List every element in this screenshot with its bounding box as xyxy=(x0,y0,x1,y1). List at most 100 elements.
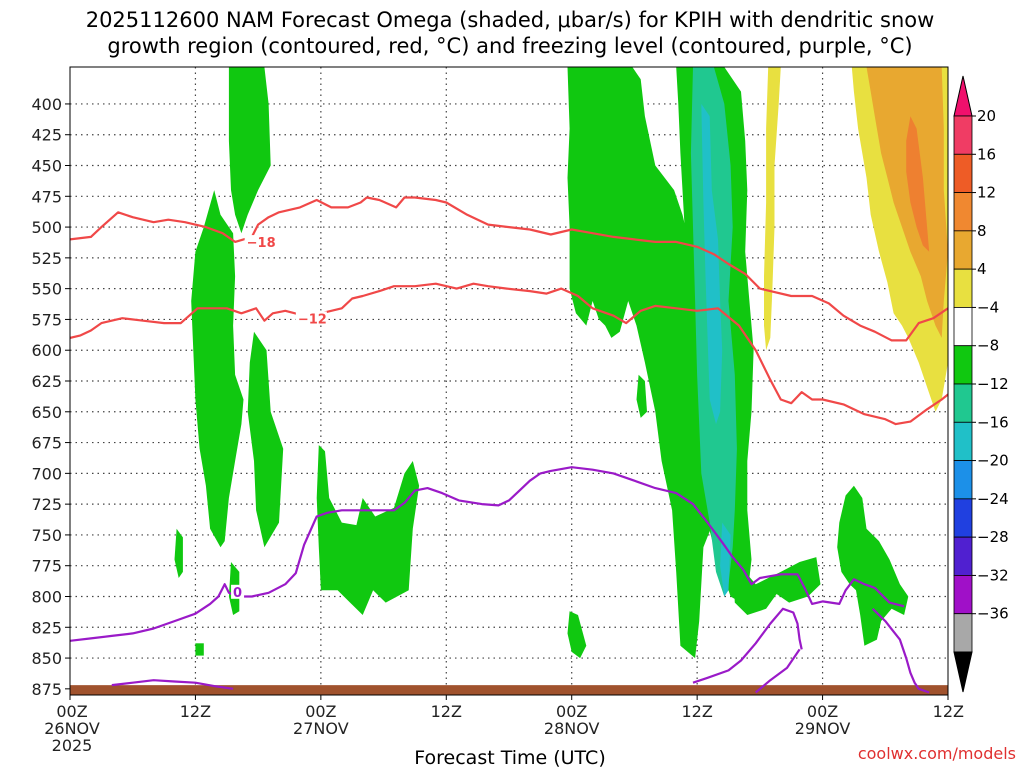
omega-region xyxy=(174,528,183,578)
omega-region xyxy=(906,116,930,252)
freezing-level-contour xyxy=(754,648,801,694)
x-tick-label: 29NOV xyxy=(795,719,851,738)
colorbar-label: 20 xyxy=(977,107,996,125)
contour-labels: −18 −12 0 xyxy=(231,235,327,601)
omega-region xyxy=(316,445,420,615)
colorbar-label: −24 xyxy=(977,490,1009,508)
colorbar-swatch xyxy=(953,268,973,308)
contour-label: −18 xyxy=(247,236,276,251)
y-tick-label: 600 xyxy=(31,341,62,360)
x-tick-label: 2025 xyxy=(52,736,93,755)
omega-region xyxy=(567,67,725,659)
terrain-layer xyxy=(70,685,948,695)
omega-region xyxy=(701,103,723,425)
colorbar-swatch xyxy=(953,345,973,385)
colorbar-bottom-arrow xyxy=(953,651,973,693)
colorbar-legend: 20 16 12 8 4 −4 −8 −12 −16 −20 −24 −28 −32 −36 xyxy=(953,75,1009,693)
colorbar-label: −20 xyxy=(977,452,1009,470)
y-axis-ticks: 400 425 450 475 500 525 550 575 600 625 650 675 700 7… xyxy=(31,95,70,699)
contour-label-bg xyxy=(295,311,327,326)
chart-title-line-1: 2025112600 NAM Forecast Omega (shaded, μ… xyxy=(86,8,935,32)
colorbar-label: −4 xyxy=(977,298,999,316)
colorbar-label: 12 xyxy=(977,184,996,202)
omega-region xyxy=(732,557,821,615)
dgz-contour xyxy=(70,196,948,342)
omega-region xyxy=(837,485,909,646)
omega-region xyxy=(636,374,647,418)
colorbar-label: −12 xyxy=(977,375,1009,393)
freezing-level-contour xyxy=(111,679,234,690)
omega-region xyxy=(866,67,948,338)
omega-region xyxy=(228,67,271,234)
colorbar-label: −28 xyxy=(977,528,1009,546)
colorbar-swatch xyxy=(953,153,973,193)
x-tick-label: 00Z xyxy=(556,702,587,721)
colorbar-swatch xyxy=(953,575,973,615)
omega-region xyxy=(720,522,731,597)
contour-label-bg xyxy=(231,584,245,599)
y-tick-label: 625 xyxy=(31,372,62,391)
colorbar-label: 8 xyxy=(977,222,987,240)
freezing-level-contour xyxy=(70,466,905,642)
freezing-level-contour xyxy=(692,607,803,684)
x-tick-label: 12Z xyxy=(933,702,964,721)
omega-shading xyxy=(174,67,948,659)
freezing-level-contour xyxy=(871,608,930,694)
colorbar-label: −16 xyxy=(977,413,1009,431)
y-tick-label: 850 xyxy=(31,649,62,668)
credit-link[interactable]: coolwx.com/models xyxy=(858,744,1016,763)
x-axis-label: Forecast Time (UTC) xyxy=(414,747,605,768)
y-tick-label: 475 xyxy=(31,187,62,206)
colorbar-label: −32 xyxy=(977,566,1009,584)
colorbar-label: 16 xyxy=(977,145,996,163)
contour-label: −12 xyxy=(298,312,327,327)
omega-region xyxy=(567,611,587,659)
x-tick-label: 12Z xyxy=(681,702,712,721)
y-tick-label: 750 xyxy=(31,526,62,545)
contour-label: 0 xyxy=(233,586,242,601)
omega-region xyxy=(195,643,204,656)
omega-region xyxy=(247,331,284,548)
colorbar-swatch xyxy=(953,498,973,538)
x-tick-label: 26NOV xyxy=(44,719,100,738)
colorbar-label: 4 xyxy=(977,260,987,278)
contour-lines xyxy=(70,196,948,694)
colorbar-swatch xyxy=(953,536,973,576)
dgz-contour xyxy=(70,282,948,426)
y-tick-label: 450 xyxy=(31,157,62,176)
y-tick-label: 725 xyxy=(31,495,62,514)
y-tick-label: 425 xyxy=(31,126,62,145)
y-tick-label: 700 xyxy=(31,464,62,483)
y-tick-label: 550 xyxy=(31,280,62,299)
y-tick-label: 400 xyxy=(31,95,62,114)
x-tick-label: 00Z xyxy=(305,702,336,721)
y-tick-label: 875 xyxy=(31,680,62,699)
chart-title-line-2: growth region (contoured, red, °C) and f… xyxy=(107,34,912,58)
omega-region xyxy=(764,67,781,351)
y-tick-label: 800 xyxy=(31,587,62,606)
x-tick-label: 00Z xyxy=(807,702,838,721)
y-tick-label: 675 xyxy=(31,434,62,453)
y-tick-label: 825 xyxy=(31,618,62,637)
x-tick-label: 12Z xyxy=(431,702,462,721)
colorbar-swatch xyxy=(953,460,973,500)
colorbar-swatch xyxy=(953,613,973,653)
colorbar-swatch xyxy=(953,307,973,347)
colorbar-swatch xyxy=(953,192,973,232)
terrain-ground xyxy=(70,685,948,695)
colorbar-label: −36 xyxy=(977,605,1009,623)
x-tick-label: 00Z xyxy=(56,702,87,721)
x-tick-label: 12Z xyxy=(180,702,211,721)
colorbar-swatch xyxy=(953,115,973,155)
y-tick-label: 775 xyxy=(31,557,62,576)
y-tick-label: 650 xyxy=(31,403,62,422)
omega-region xyxy=(191,190,244,548)
colorbar-swatch xyxy=(953,230,973,270)
y-tick-label: 500 xyxy=(31,218,62,237)
contour-label-bg xyxy=(244,235,276,250)
colorbar-label: −8 xyxy=(977,337,999,355)
x-tick-label: 28NOV xyxy=(544,719,600,738)
